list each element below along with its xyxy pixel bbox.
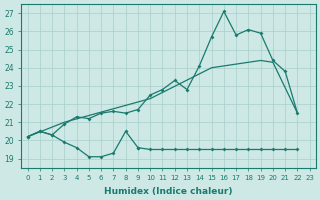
X-axis label: Humidex (Indice chaleur): Humidex (Indice chaleur) — [104, 187, 233, 196]
